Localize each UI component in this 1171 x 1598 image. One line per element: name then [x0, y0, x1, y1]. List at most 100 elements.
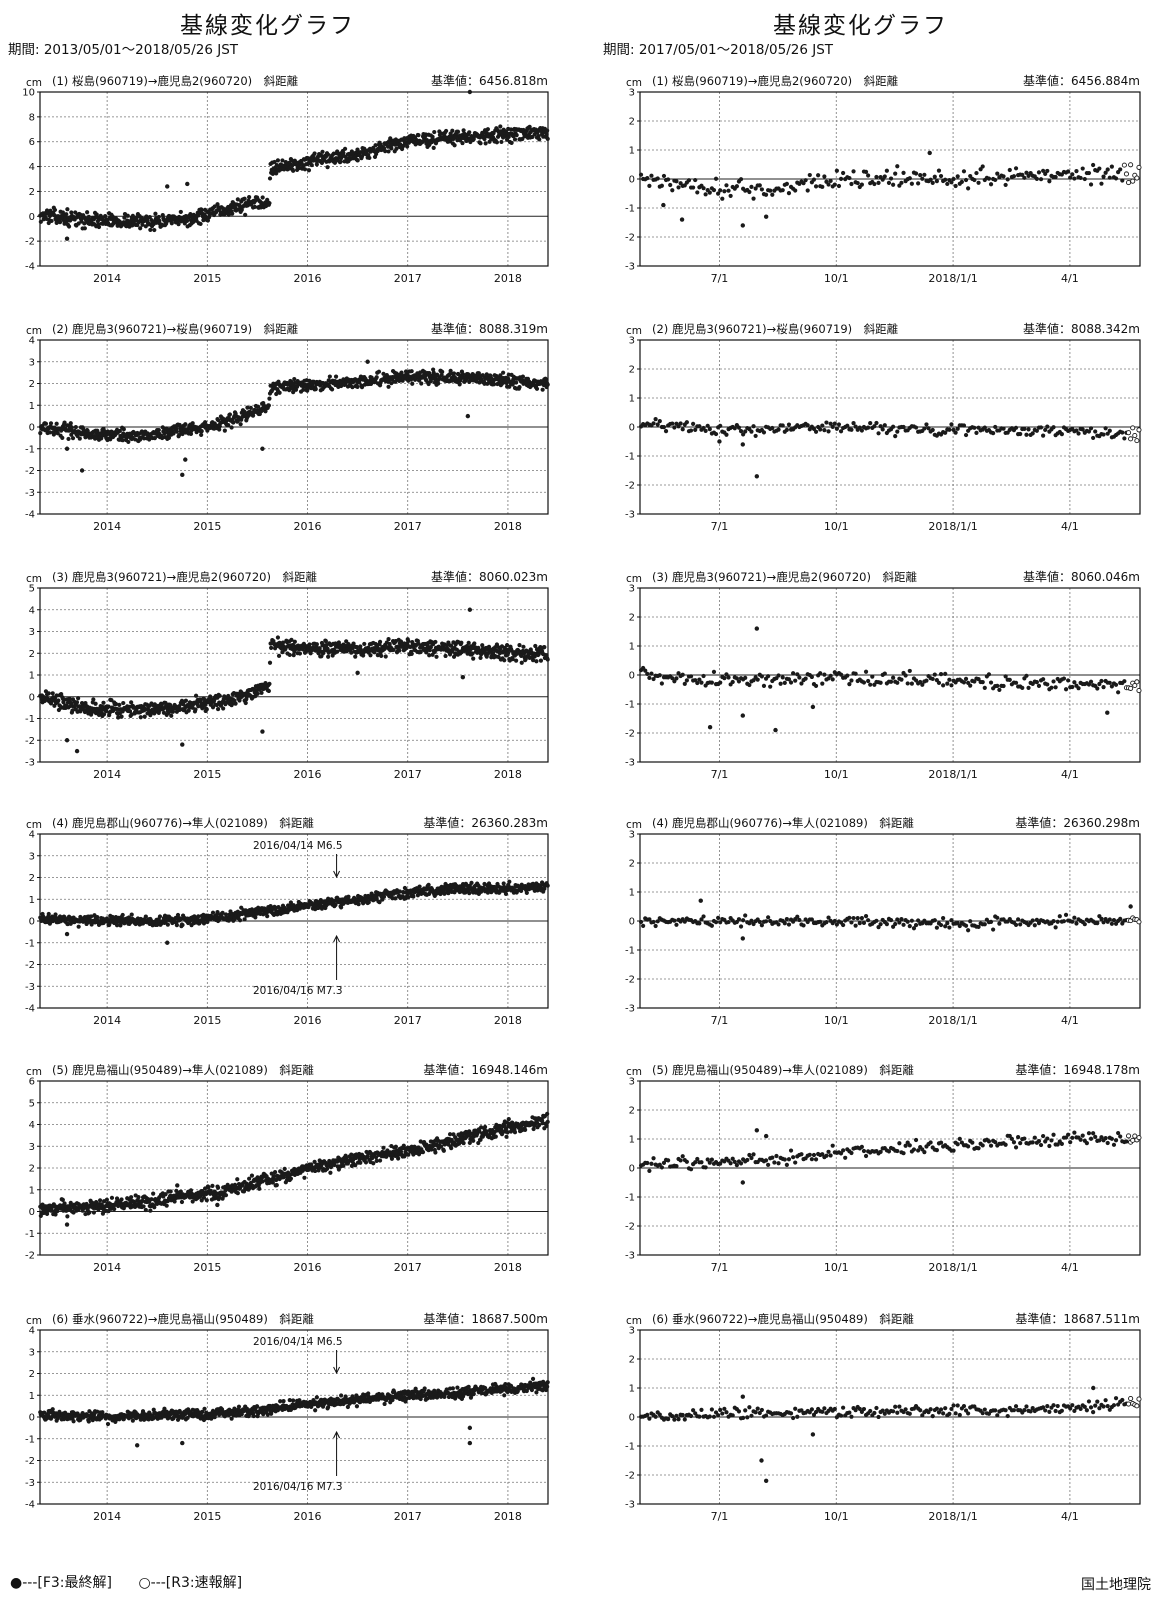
final-solution-point: [949, 422, 954, 427]
y-tick-label: 1: [629, 146, 635, 157]
final-solution-point: [313, 387, 318, 392]
final-solution-point: [786, 190, 792, 196]
final-solution-point: [68, 421, 73, 426]
final-solution-point: [666, 177, 671, 182]
y-tick-label: -1: [25, 714, 35, 725]
final-solution-point: [968, 919, 973, 924]
final-solution-point: [686, 178, 692, 183]
final-solution-point: [866, 173, 871, 178]
outlier-point: [260, 446, 265, 451]
final-solution-point: [471, 656, 476, 661]
final-solution-point: [169, 713, 174, 718]
final-solution-point: [307, 642, 312, 647]
final-solution-point: [651, 919, 656, 925]
final-solution-point: [713, 920, 719, 925]
final-solution-point: [988, 182, 994, 187]
final-solution-point: [1022, 426, 1027, 432]
final-solution-point: [986, 176, 992, 181]
rapid-solution-point: [1128, 685, 1134, 691]
final-solution-point: [536, 133, 541, 139]
chart-title: (1) 桜島(960719)→鹿児島2(960720) 斜距離: [52, 74, 299, 88]
final-solution-point: [974, 430, 979, 436]
final-solution-point: [103, 213, 108, 219]
final-solution-point: [1053, 174, 1058, 180]
final-solution-point: [1088, 426, 1094, 431]
final-solution-point: [820, 423, 825, 428]
final-solution-point: [436, 381, 441, 386]
x-tick-label: 2018: [494, 1014, 522, 1027]
x-tick-label: 2017: [394, 520, 422, 533]
final-solution-point: [851, 169, 856, 174]
final-solution-point: [805, 188, 810, 193]
y-tick-label: -1: [625, 946, 635, 957]
y-tick-label: 1: [29, 671, 35, 682]
final-solution-point: [239, 207, 244, 213]
final-solution-point: [1074, 169, 1079, 174]
final-solution-point: [988, 919, 994, 924]
final-solution-point: [314, 162, 319, 167]
outlier-point: [679, 217, 685, 222]
final-solution-point: [716, 191, 721, 196]
final-solution-point: [880, 427, 885, 432]
final-solution-point: [1045, 168, 1050, 174]
x-tick-label: 7/1: [711, 520, 729, 533]
chart-title: (1) 桜島(960719)→鹿児島2(960720) 斜距離: [652, 74, 899, 88]
final-solution-point: [246, 198, 251, 203]
final-solution-point: [309, 162, 314, 168]
final-solution-point: [1078, 175, 1083, 181]
final-solution-point: [521, 644, 526, 649]
final-solution-point: [822, 672, 827, 677]
final-solution-point: [657, 419, 662, 424]
y-tick-label: -2: [25, 237, 35, 248]
final-solution-point: [117, 702, 122, 707]
y-tick-label: -3: [625, 262, 635, 273]
final-solution-point: [659, 681, 664, 686]
final-solution-point: [949, 180, 954, 185]
final-solution-point: [66, 436, 71, 442]
final-solution-point: [953, 430, 958, 435]
final-solution-point: [1068, 175, 1073, 180]
final-solution-point: [314, 642, 319, 647]
outlier-point: [180, 472, 185, 478]
final-solution-point: [849, 920, 854, 925]
final-solution-point: [483, 141, 488, 146]
final-solution-point: [444, 128, 449, 134]
x-tick-label: 2018/1/1: [928, 1014, 977, 1027]
final-solution-point: [872, 181, 877, 187]
y-tick-label: -2: [25, 1251, 35, 1262]
x-tick-label: 2017: [394, 272, 422, 285]
final-solution-point: [1113, 176, 1119, 181]
final-solution-point: [932, 672, 937, 677]
final-solution-point: [895, 164, 900, 169]
reference-value: 基準値：6456.818m: [431, 73, 548, 88]
final-solution-point: [895, 680, 900, 685]
chart-title: (5) 鹿児島福山(950489)→隼人(021089) 斜距離: [52, 1063, 314, 1077]
final-solution-point: [60, 435, 65, 440]
data-points: [38, 89, 550, 241]
final-solution-point: [976, 180, 981, 185]
final-solution-point: [870, 674, 875, 679]
final-solution-point: [1053, 685, 1058, 690]
final-solution-point: [148, 227, 153, 233]
final-solution-point: [859, 182, 864, 187]
final-solution-point: [751, 424, 756, 429]
final-solution-point: [386, 384, 391, 389]
final-solution-point: [122, 215, 127, 220]
final-solution-point: [947, 427, 952, 432]
outlier-point: [183, 457, 188, 462]
final-solution-point: [701, 186, 706, 191]
annotation-text: 2016/04/14 M6.5: [253, 840, 343, 852]
final-solution-point: [1032, 923, 1037, 928]
final-solution-point: [274, 171, 279, 176]
final-solution-point: [1109, 164, 1114, 169]
final-solution-point: [156, 214, 161, 220]
x-tick-label: 4/1: [1061, 520, 1079, 533]
final-solution-point: [38, 430, 43, 436]
outlier-point: [465, 413, 471, 419]
final-solution-point: [780, 188, 785, 193]
final-solution-point: [876, 180, 881, 185]
final-solution-point: [995, 915, 1000, 920]
final-solution-point: [199, 207, 204, 213]
y-tick-label: 3: [29, 1142, 35, 1153]
final-solution-point: [966, 928, 971, 933]
